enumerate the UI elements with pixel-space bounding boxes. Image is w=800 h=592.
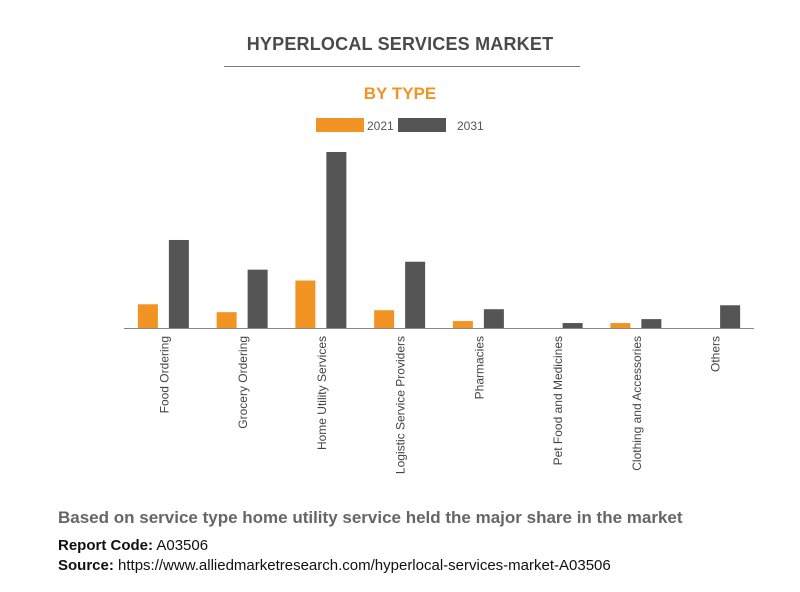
x-tick-label: Pet Food and Medicines bbox=[551, 336, 565, 465]
bar-2031-home-utility-services bbox=[326, 151, 347, 328]
report-code-label: Report Code: bbox=[58, 537, 153, 554]
bar-2031-clothing-and-accessories bbox=[641, 319, 662, 328]
chart-subtitle: BY TYPE bbox=[363, 84, 437, 103]
legend-swatch-2031 bbox=[398, 118, 446, 132]
x-tick-label: Food Ordering bbox=[157, 336, 171, 413]
x-tick-label: Home Utility Services bbox=[315, 336, 329, 450]
bar-2031-grocery-ordering bbox=[247, 269, 268, 328]
bar-2031-logistic-service-providers bbox=[405, 261, 426, 328]
bar-2021-grocery-ordering bbox=[216, 312, 237, 328]
chart-title: HYPERLOCAL SERVICES MARKET bbox=[246, 34, 554, 54]
bar-chart: Food Ordering Grocery Ordering Home Utilit… bbox=[124, 151, 754, 474]
legend-label-2021: 2021 bbox=[367, 119, 394, 133]
x-tick-label: Clothing and Accessories bbox=[630, 336, 644, 471]
legend: 2021 2031 bbox=[0, 118, 800, 134]
x-tick-label: Grocery Ordering bbox=[236, 336, 250, 429]
bar-2021-pharmacies bbox=[452, 321, 473, 328]
bar-2031-food-ordering bbox=[168, 239, 189, 328]
x-tick-label: Others bbox=[709, 336, 723, 372]
bar-2031-others bbox=[720, 305, 741, 328]
bar-2021-food-ordering bbox=[137, 304, 158, 328]
bar-2021-clothing-and-accessories bbox=[610, 323, 631, 328]
source-value: https://www.alliedmarketresearch.com/hyp… bbox=[118, 557, 611, 574]
report-code-value: A03506 bbox=[156, 537, 209, 554]
chart-caption: Based on service type home utility servi… bbox=[58, 508, 683, 527]
bar-2021-home-utility-services bbox=[295, 280, 316, 328]
bar-2031-pet-food-and-medicines bbox=[562, 323, 583, 328]
x-tick-label: Pharmacies bbox=[472, 336, 486, 399]
legend-label-2031: 2031 bbox=[457, 119, 484, 133]
source: Source: https://www.alliedmarketresearch… bbox=[58, 557, 611, 574]
bar-2031-pharmacies bbox=[483, 309, 504, 328]
title-divider bbox=[224, 66, 580, 67]
legend-swatch-2021 bbox=[316, 118, 364, 132]
bar-2021-logistic-service-providers bbox=[374, 310, 395, 328]
x-tick-label: Logistic Service Providers bbox=[394, 336, 408, 474]
report-code: Report Code: A03506 bbox=[58, 537, 208, 554]
source-label: Source: bbox=[58, 557, 114, 574]
